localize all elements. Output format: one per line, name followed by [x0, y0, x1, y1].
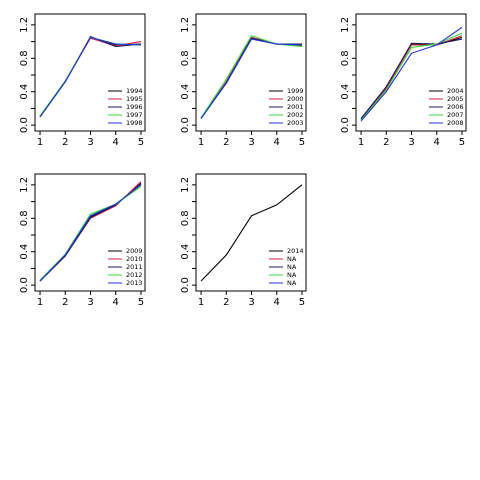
x-tick-label: 3 [408, 137, 414, 148]
y-tick-label: 0.8 [19, 210, 30, 226]
legend-label: 1999 [287, 87, 304, 95]
y-tick-label: 0.0 [19, 277, 30, 293]
x-tick-label: 1 [358, 137, 364, 148]
series-line [360, 32, 463, 121]
y-tick-label: 0.0 [340, 117, 351, 133]
series-line [360, 26, 463, 122]
legend-label: 2002 [287, 111, 304, 119]
legend-label: 1994 [126, 87, 143, 95]
x-tick-label: 4 [274, 297, 280, 308]
legend-label: 2007 [447, 111, 464, 119]
x-tick-label: 4 [113, 297, 119, 308]
x-tick-label: 4 [113, 137, 119, 148]
x-tick-label: 4 [274, 137, 280, 148]
x-tick-label: 3 [248, 137, 254, 148]
x-tick-label: 2 [223, 137, 229, 148]
x-tick-label: 2 [223, 297, 229, 308]
x-tick-label: 1 [37, 297, 43, 308]
y-tick-label: 1.2 [180, 17, 191, 33]
x-tick-label: 3 [87, 297, 93, 308]
legend-label: 2004 [447, 87, 464, 95]
legend-label: 2014 [287, 247, 304, 255]
series-line [200, 38, 302, 119]
legend-label: 1998 [126, 119, 143, 127]
y-tick-label: 0.8 [19, 50, 30, 66]
x-tick-label: 5 [138, 137, 144, 148]
y-tick-label: 0.4 [19, 84, 30, 100]
y-tick-label: 0.8 [180, 50, 191, 66]
y-tick-label: 0.0 [180, 117, 191, 133]
legend-label: 2010 [126, 255, 143, 263]
y-tick-label: 0.0 [180, 277, 191, 293]
legend-label: NA [287, 279, 297, 287]
x-tick-label: 2 [383, 137, 389, 148]
y-tick-label: 1.2 [340, 17, 351, 33]
legend-label: 1995 [126, 95, 143, 103]
y-tick-label: 0.8 [180, 210, 191, 226]
y-tick-label: 0.4 [180, 84, 191, 100]
legend-label: 1996 [126, 103, 143, 111]
y-tick-label: 1.2 [19, 17, 30, 33]
y-tick-label: 0.8 [340, 50, 351, 66]
series-line [39, 184, 142, 282]
series-line [39, 36, 141, 118]
legend-label: 2008 [447, 119, 464, 127]
y-tick-label: 0.0 [19, 117, 30, 133]
x-tick-label: 5 [299, 297, 305, 308]
series-line [200, 184, 303, 282]
legend-label: NA [287, 255, 297, 263]
x-tick-label: 5 [138, 297, 144, 308]
legend-label: 2013 [126, 279, 143, 287]
y-tick-label: 0.4 [340, 84, 351, 100]
legend-label: NA [287, 263, 297, 271]
y-tick-label: 1.2 [19, 177, 30, 193]
legend-label: 2012 [126, 271, 143, 279]
legend-label: 2006 [447, 103, 464, 111]
x-tick-label: 5 [299, 137, 305, 148]
legend-label: 2000 [287, 95, 304, 103]
legend-label: 2003 [287, 119, 304, 127]
x-tick-label: 1 [37, 137, 43, 148]
x-tick-label: 4 [434, 137, 440, 148]
legend-label: 2011 [126, 263, 143, 271]
x-tick-label: 2 [62, 137, 68, 148]
x-tick-label: 5 [459, 137, 465, 148]
legend-label: 2001 [287, 103, 304, 111]
x-tick-label: 1 [198, 297, 204, 308]
x-tick-label: 2 [62, 297, 68, 308]
y-tick-label: 0.4 [19, 244, 30, 260]
x-tick-label: 3 [87, 137, 93, 148]
series-line [200, 35, 303, 118]
legend-label: 2005 [447, 95, 464, 103]
y-tick-label: 0.4 [180, 244, 191, 260]
x-tick-label: 1 [198, 137, 204, 148]
legend-label: 1997 [126, 111, 143, 119]
series-line [360, 38, 463, 119]
legend-label: 2009 [126, 247, 143, 255]
x-tick-label: 3 [248, 297, 254, 308]
legend-label: NA [287, 271, 297, 279]
y-tick-label: 1.2 [180, 177, 191, 193]
